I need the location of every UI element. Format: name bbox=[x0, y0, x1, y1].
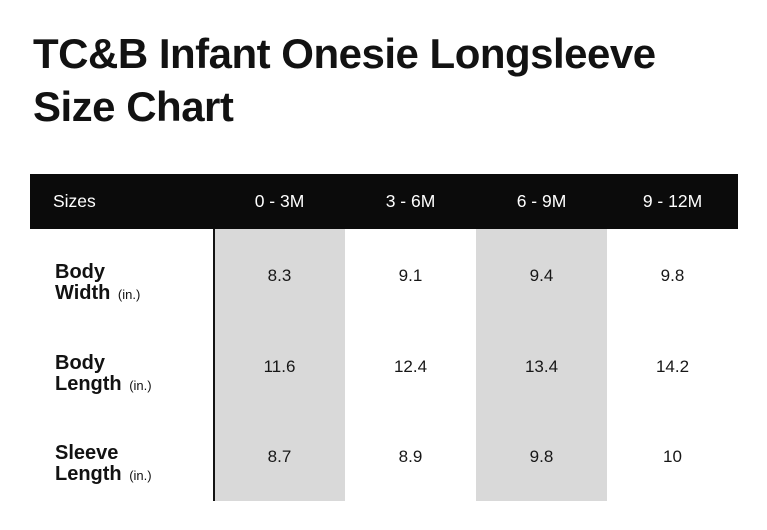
row-label-line1: Body bbox=[55, 261, 105, 283]
table-body: Body Width (in.) 8.3 9.1 9.4 9.8 Body Le… bbox=[30, 229, 738, 501]
cell-body-length-6-9m: 13.4 bbox=[524, 356, 559, 376]
cell-body-width-9-12m: 9.8 bbox=[660, 266, 685, 285]
table-row-body-width: Body Width (in.) 8.3 9.1 9.4 9.8 bbox=[30, 229, 738, 320]
row-label-line2: Length (in.) bbox=[55, 372, 214, 396]
cell-sleeve-length-6-9m: 9.8 bbox=[529, 447, 554, 467]
row-label-line2: Width (in.) bbox=[55, 283, 214, 305]
row-label-sleeve-length: Sleeve Length (in.) bbox=[30, 410, 214, 501]
row-label-text: Width bbox=[55, 282, 111, 304]
row-label-body-length: Body Length (in.) bbox=[30, 320, 214, 411]
cell-sleeve-length-0-3m: 8.7 bbox=[267, 447, 292, 467]
row-label-unit: (in.) bbox=[129, 377, 152, 393]
row-label-unit: (in.) bbox=[129, 468, 152, 484]
header-cell-sizes: Sizes bbox=[53, 191, 96, 211]
header-cell-0-3m: 0 - 3M bbox=[254, 191, 305, 211]
table-row-body-length: Body Length (in.) 11.6 12.4 13.4 14.2 bbox=[30, 320, 738, 411]
row-label-body-width: Body Width (in.) bbox=[30, 229, 214, 320]
header-cell-6-9m: 6 - 9M bbox=[516, 191, 567, 211]
cell-sleeve-length-9-12m: 10 bbox=[663, 447, 682, 467]
cell-sleeve-length-3-6m: 8.9 bbox=[398, 447, 423, 467]
highlight-column-0-3m bbox=[214, 229, 345, 501]
row-label-line2: Length (in.) bbox=[55, 464, 214, 486]
row-label-text: Length bbox=[55, 463, 122, 486]
row-label-text: Length bbox=[55, 372, 122, 395]
row-label-line1: Body bbox=[55, 351, 105, 374]
highlight-column-6-9m bbox=[476, 229, 607, 501]
row-label-line1: Sleeve bbox=[55, 442, 119, 465]
column-divider-line bbox=[213, 229, 215, 501]
header-cell-9-12m: 9 - 12M bbox=[642, 191, 703, 211]
cell-body-length-9-12m: 14.2 bbox=[655, 356, 690, 376]
cell-body-length-3-6m: 12.4 bbox=[393, 356, 428, 376]
cell-body-width-3-6m: 9.1 bbox=[398, 266, 423, 285]
size-chart-table: Sizes 0 - 3M 3 - 6M 6 - 9M 9 - 12M Body … bbox=[30, 174, 738, 501]
row-label-unit: (in.) bbox=[117, 287, 141, 302]
header-cell-3-6m: 3 - 6M bbox=[385, 191, 436, 211]
cell-body-width-6-9m: 9.4 bbox=[529, 266, 554, 285]
cell-body-length-0-3m: 11.6 bbox=[263, 356, 296, 376]
cell-body-width-0-3m: 8.3 bbox=[267, 266, 292, 285]
page-title: TC&B Infant Onesie Longsleeve Size Chart bbox=[33, 30, 656, 130]
table-row-sleeve-length: Sleeve Length (in.) 8.7 8.9 9.8 10 bbox=[30, 410, 738, 501]
table-header-row: Sizes 0 - 3M 3 - 6M 6 - 9M 9 - 12M bbox=[30, 174, 738, 229]
